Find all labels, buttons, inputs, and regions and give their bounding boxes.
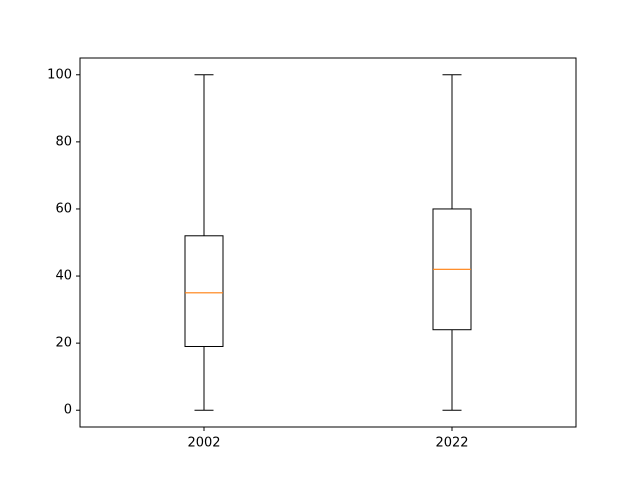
x-axis: 2002 2022 (187, 427, 469, 451)
y-tick-label: 20 (55, 336, 72, 351)
box-series (184, 74, 472, 411)
y-tick-label: 60 (55, 201, 72, 216)
y-tick-label: 40 (55, 269, 72, 284)
plot-frame (79, 57, 577, 428)
interquartile-box (184, 235, 224, 347)
y-tick-label: 100 (47, 67, 72, 82)
y-axis: 0 20 40 60 80 100 (47, 67, 80, 418)
x-tick-label: 2022 (435, 436, 468, 451)
box-2002 (184, 74, 224, 411)
box-2022 (432, 74, 472, 411)
y-tick-label: 80 (55, 134, 72, 149)
y-tick-label: 0 (64, 403, 72, 418)
x-tick-label: 2002 (187, 436, 220, 451)
